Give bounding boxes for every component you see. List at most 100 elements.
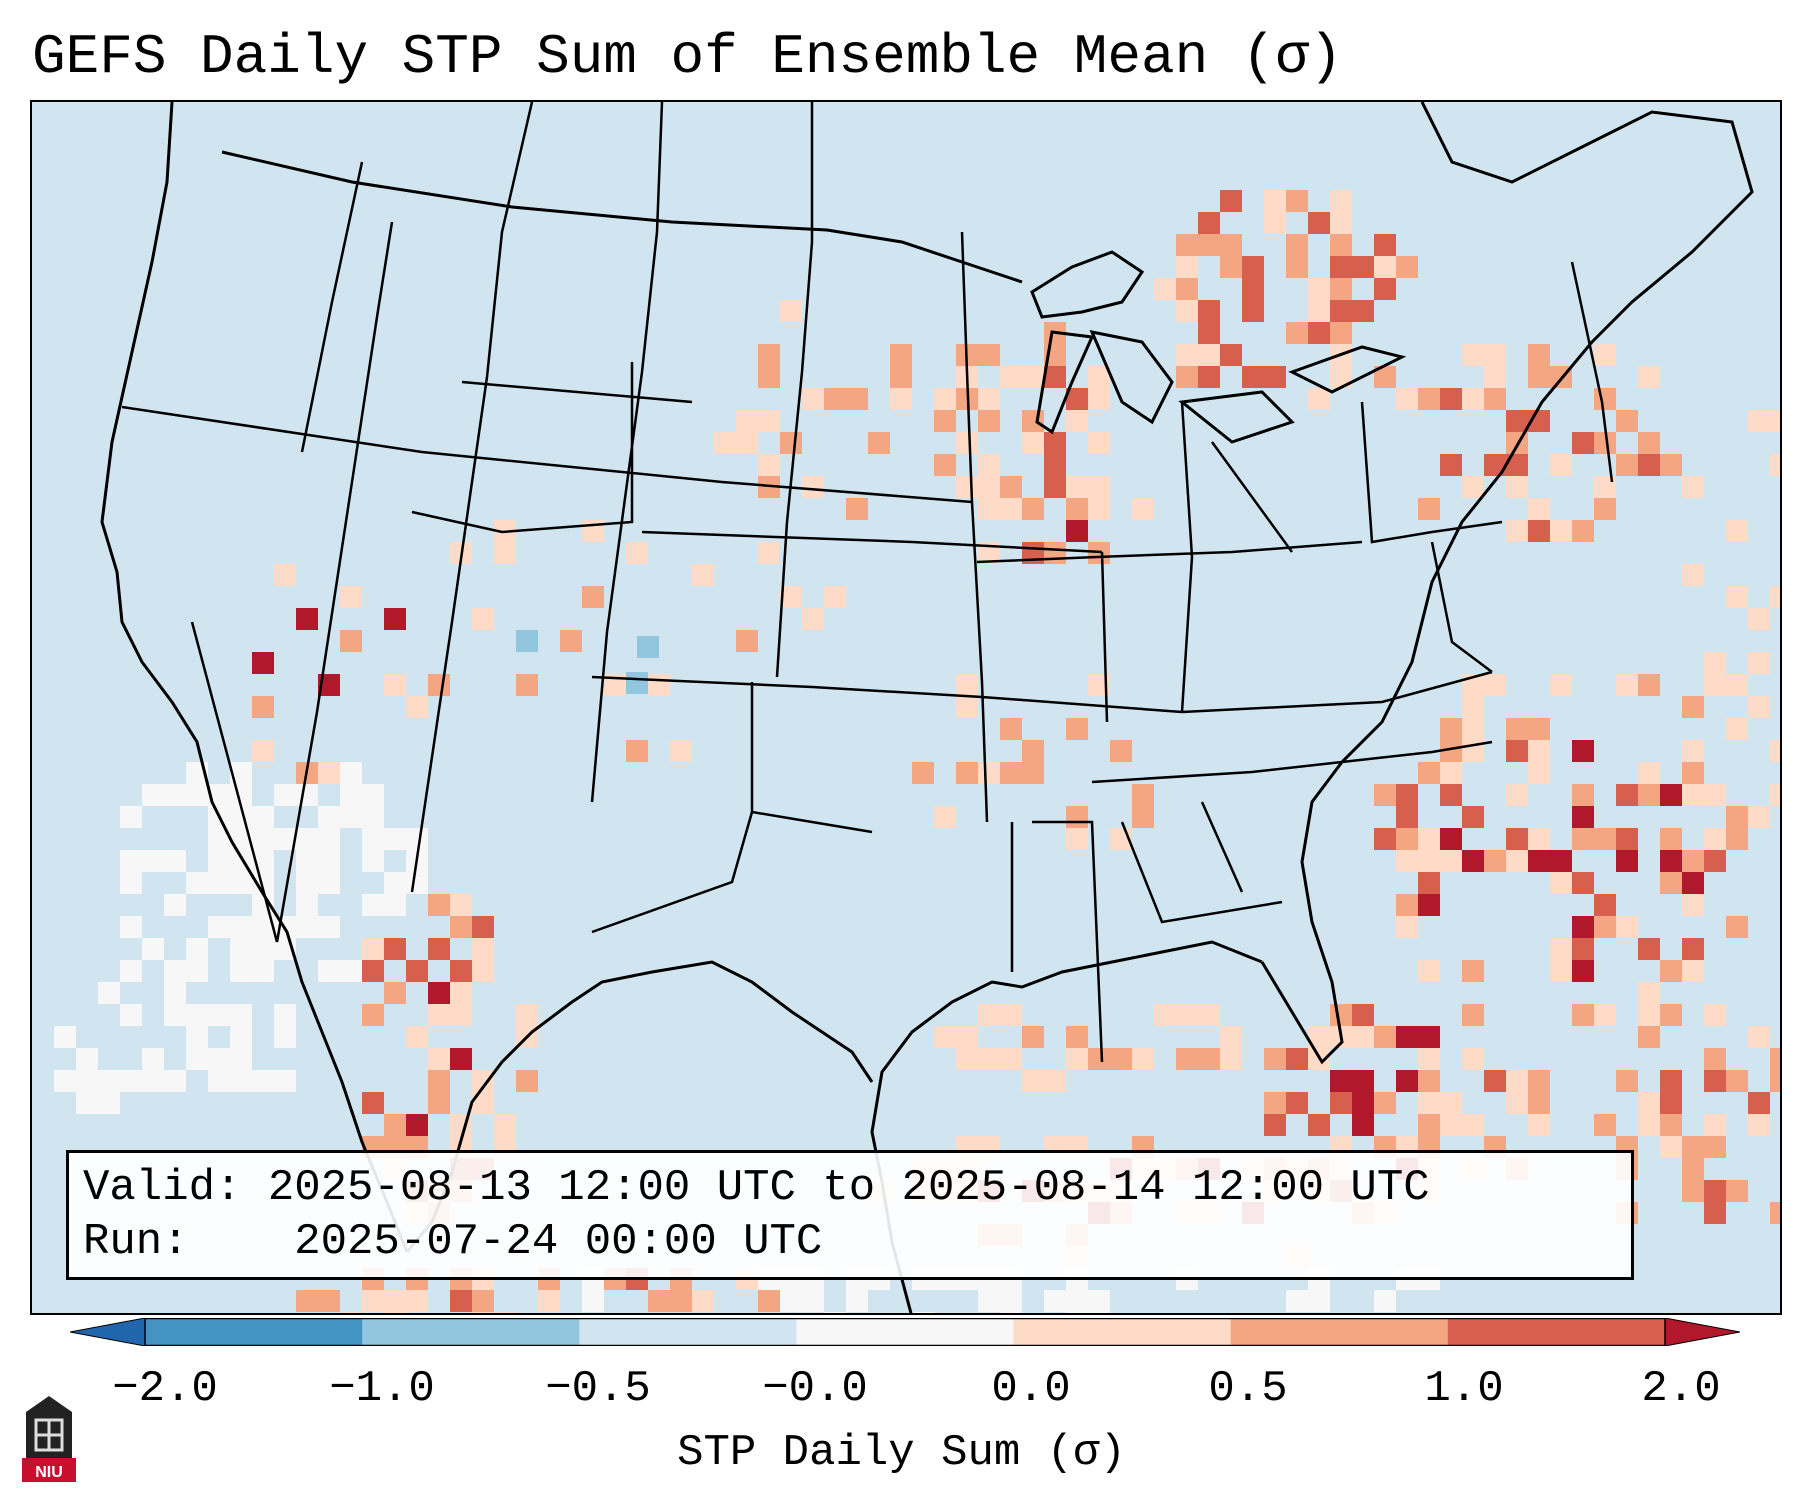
stp-cell <box>978 454 1000 476</box>
stp-cell <box>120 806 142 828</box>
stp-cell <box>384 1290 406 1312</box>
colorbar-extend-high <box>1664 1318 1740 1346</box>
stp-cell <box>1044 1290 1066 1312</box>
stp-cell <box>890 366 912 388</box>
stp-cell <box>1110 740 1132 762</box>
stp-cell <box>1440 762 1462 784</box>
state-lines <box>121 102 1614 1063</box>
stp-cell <box>780 1290 802 1312</box>
stp-cell <box>1374 234 1396 256</box>
stp-cell <box>428 894 450 916</box>
stp-cell <box>1308 300 1330 322</box>
stp-cell <box>1572 432 1594 454</box>
stp-cell <box>274 1004 296 1026</box>
stp-cell <box>1352 1070 1374 1092</box>
stp-map[interactable] <box>30 100 1782 1315</box>
stp-cell <box>1418 1092 1440 1114</box>
stp-cell <box>1110 1048 1132 1070</box>
stp-cell <box>274 1026 296 1048</box>
stp-cell <box>450 894 472 916</box>
tick-label-1: 1.0 <box>1424 1364 1504 1414</box>
stp-cell <box>362 1290 384 1312</box>
stp-cell <box>1550 960 1572 982</box>
stp-cell <box>912 762 934 784</box>
stp-cell <box>1528 718 1550 740</box>
stp-cell <box>1704 1180 1726 1202</box>
stp-cell <box>956 674 978 696</box>
stp-cell <box>1682 762 1704 784</box>
stp-cell <box>120 960 142 982</box>
stp-cell <box>692 1290 714 1312</box>
tick-label-neg2: −2.0 <box>112 1364 218 1414</box>
stp-cell <box>1528 828 1550 850</box>
stp-cell <box>142 784 164 806</box>
stp-cell <box>1220 256 1242 278</box>
stp-cell <box>1682 960 1704 982</box>
stp-cell <box>1308 1026 1330 1048</box>
stp-cell <box>164 784 186 806</box>
stp-cell <box>472 960 494 982</box>
stp-cell <box>1616 410 1638 432</box>
stp-cell <box>758 410 780 432</box>
stp-cell <box>1594 432 1616 454</box>
colorbar-cell <box>362 1318 580 1346</box>
stp-cell <box>1572 916 1594 938</box>
stp-cell <box>1044 454 1066 476</box>
stp-cell <box>1506 1092 1528 1114</box>
stp-cell <box>1638 1092 1660 1114</box>
stp-cell <box>1748 608 1770 630</box>
stp-cell <box>956 762 978 784</box>
stp-cell <box>1374 784 1396 806</box>
colorbar-frame <box>144 1318 1666 1346</box>
stp-cell <box>252 806 274 828</box>
stp-cell <box>736 432 758 454</box>
stp-cell <box>1264 1114 1286 1136</box>
stp-cell <box>164 1004 186 1026</box>
stp-cell <box>362 1004 384 1026</box>
stp-cell <box>1066 1290 1088 1312</box>
stp-cell <box>1198 234 1220 256</box>
stp-cell <box>1528 1092 1550 1114</box>
stp-cell <box>1330 1070 1352 1092</box>
stp-cell <box>802 388 824 410</box>
stp-cell <box>230 1048 252 1070</box>
stp-cell <box>384 828 406 850</box>
stp-cell <box>1066 806 1088 828</box>
stp-cell <box>1352 300 1374 322</box>
stp-cell <box>296 784 318 806</box>
stp-cell <box>1484 1070 1506 1092</box>
stp-cell <box>1000 1004 1022 1026</box>
stp-cell <box>318 916 340 938</box>
colorbar-cell <box>1230 1318 1449 1346</box>
stp-cell <box>340 784 362 806</box>
stp-cell <box>1638 454 1660 476</box>
stp-cell <box>1726 806 1748 828</box>
colorbar-label: STP Daily Sum (σ) <box>677 1428 1126 1478</box>
stp-cell <box>1374 1092 1396 1114</box>
stp-cell <box>1528 740 1550 762</box>
stp-cell <box>1198 300 1220 322</box>
stp-cell <box>956 1026 978 1048</box>
stp-cell <box>1704 850 1726 872</box>
stp-cell <box>1660 784 1682 806</box>
stp-cell <box>1022 1070 1044 1092</box>
stp-cell <box>428 1048 450 1070</box>
university-building-icon: NIU <box>20 1392 78 1484</box>
stp-cell <box>1088 432 1110 454</box>
stp-cell <box>978 1004 1000 1026</box>
stp-cell <box>1660 454 1682 476</box>
stp-cell <box>1374 828 1396 850</box>
stp-cell <box>1352 1092 1374 1114</box>
stp-cell <box>1682 872 1704 894</box>
stp-cell <box>1550 938 1572 960</box>
stp-cell <box>1176 300 1198 322</box>
stp-cell <box>1396 828 1418 850</box>
stp-cell <box>142 1070 164 1092</box>
stp-cell <box>1330 366 1352 388</box>
stp-cell <box>1264 366 1286 388</box>
stp-cell <box>824 1312 846 1313</box>
stp-cell <box>1594 1004 1616 1026</box>
stp-cell <box>890 344 912 366</box>
stp-cell <box>1506 410 1528 432</box>
stp-cell <box>296 872 318 894</box>
